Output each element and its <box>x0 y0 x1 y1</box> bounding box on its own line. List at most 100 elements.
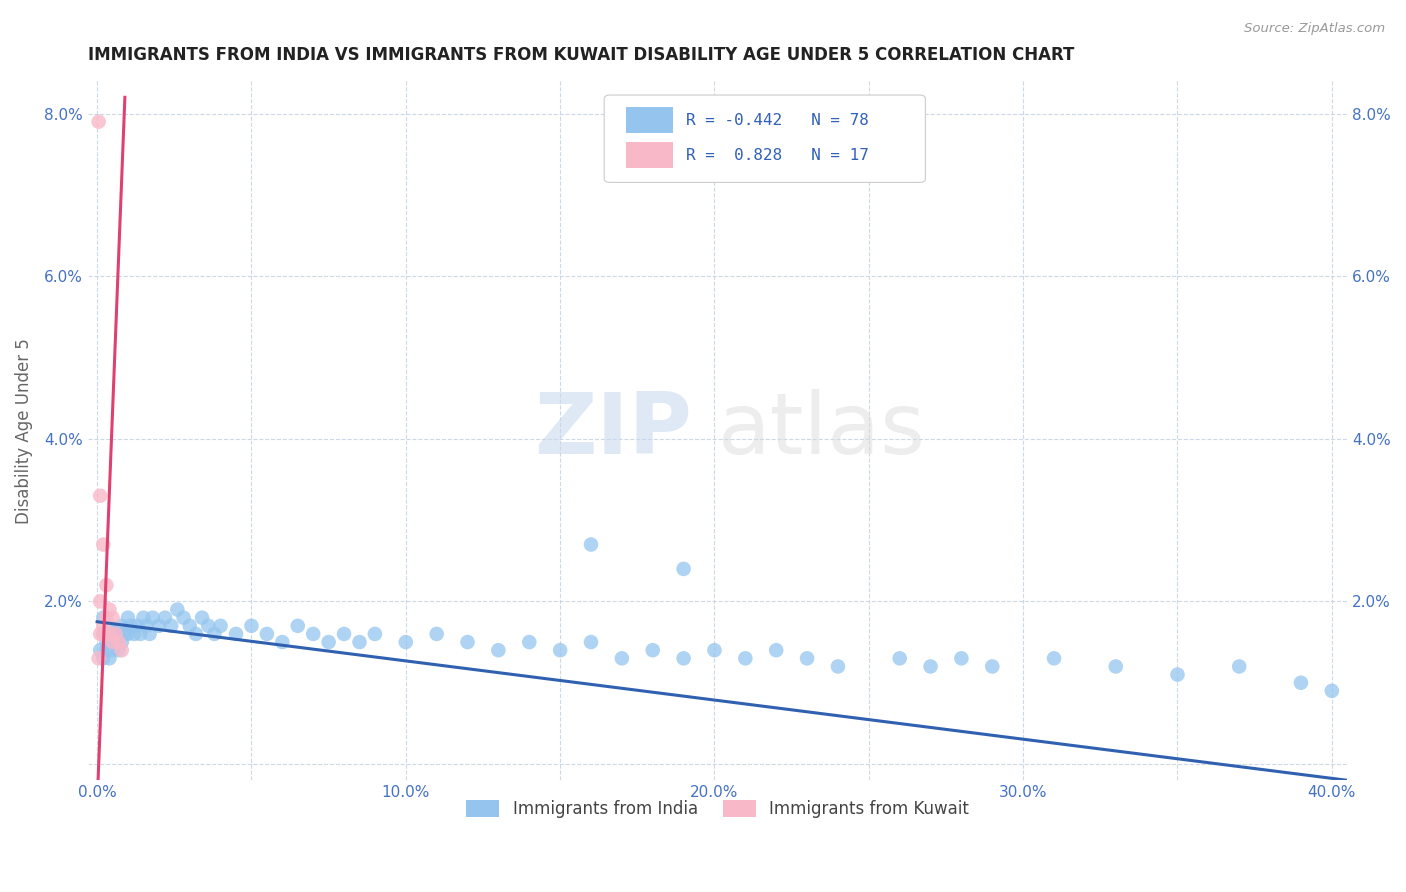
Text: Source: ZipAtlas.com: Source: ZipAtlas.com <box>1244 22 1385 36</box>
Point <box>111 643 134 657</box>
Point <box>1289 675 1312 690</box>
Point <box>796 651 818 665</box>
Point <box>96 578 118 592</box>
Text: atlas: atlas <box>717 389 925 472</box>
Point <box>91 651 114 665</box>
Point <box>641 643 664 657</box>
Point <box>89 489 111 503</box>
Point <box>98 635 121 649</box>
Point <box>148 619 170 633</box>
FancyBboxPatch shape <box>605 95 925 183</box>
Point <box>129 627 152 641</box>
Point <box>91 627 114 641</box>
Point <box>179 619 201 633</box>
Point <box>98 619 121 633</box>
Legend: Immigrants from India, Immigrants from Kuwait: Immigrants from India, Immigrants from K… <box>460 793 976 824</box>
Point <box>91 610 114 624</box>
Point <box>107 627 129 641</box>
Text: ZIP: ZIP <box>534 389 692 472</box>
Point <box>209 619 232 633</box>
Point <box>114 627 136 641</box>
Point <box>101 643 124 657</box>
Point <box>889 651 911 665</box>
Point <box>104 627 127 641</box>
Point <box>287 619 309 633</box>
Point <box>120 619 142 633</box>
Point <box>579 635 602 649</box>
Point <box>981 659 1004 673</box>
Point <box>271 635 294 649</box>
Point <box>256 627 278 641</box>
Point <box>364 627 387 641</box>
Text: R =  0.828   N = 17: R = 0.828 N = 17 <box>686 148 869 162</box>
Text: IMMIGRANTS FROM INDIA VS IMMIGRANTS FROM KUWAIT DISABILITY AGE UNDER 5 CORRELATI: IMMIGRANTS FROM INDIA VS IMMIGRANTS FROM… <box>87 46 1074 64</box>
Point <box>184 627 207 641</box>
Point <box>486 643 509 657</box>
Point <box>104 627 127 641</box>
Point <box>426 627 449 641</box>
Text: R = -0.442   N = 78: R = -0.442 N = 78 <box>686 112 869 128</box>
Point <box>87 651 110 665</box>
Point <box>457 635 479 649</box>
Point <box>610 651 633 665</box>
Point <box>107 635 129 649</box>
Point <box>107 643 129 657</box>
Point <box>202 627 225 641</box>
Point <box>101 635 124 649</box>
Point <box>96 627 118 641</box>
Point <box>135 619 157 633</box>
Point <box>672 651 695 665</box>
Point <box>127 619 149 633</box>
Point <box>197 619 219 633</box>
Point <box>349 635 371 649</box>
Point <box>1105 659 1128 673</box>
Point <box>1166 667 1188 681</box>
Point <box>1320 684 1343 698</box>
Point <box>142 610 165 624</box>
Point <box>98 651 121 665</box>
Point <box>920 659 942 673</box>
Point <box>117 627 139 641</box>
Point <box>89 643 111 657</box>
Point <box>191 610 214 624</box>
Point <box>138 627 160 641</box>
Point <box>96 610 118 624</box>
Point <box>160 619 183 633</box>
Y-axis label: Disability Age Under 5: Disability Age Under 5 <box>15 338 32 524</box>
Point <box>703 643 725 657</box>
Point <box>579 537 602 551</box>
Point <box>950 651 973 665</box>
Point <box>117 610 139 624</box>
Point <box>96 635 118 649</box>
Point <box>89 627 111 641</box>
Point <box>302 627 325 641</box>
Point <box>173 610 195 624</box>
Point <box>98 602 121 616</box>
Point <box>89 594 111 608</box>
Point <box>101 627 124 641</box>
Point <box>87 114 110 128</box>
Point <box>111 635 134 649</box>
Point <box>734 651 756 665</box>
Point <box>225 627 247 641</box>
Point <box>517 635 540 649</box>
Point <box>672 562 695 576</box>
Point <box>111 619 134 633</box>
Point <box>1227 659 1250 673</box>
Point <box>96 643 118 657</box>
Point <box>166 602 188 616</box>
FancyBboxPatch shape <box>626 142 673 169</box>
Point <box>91 619 114 633</box>
Point <box>1043 651 1066 665</box>
Point <box>240 619 263 633</box>
Point <box>122 627 145 641</box>
Point <box>101 635 124 649</box>
Point <box>101 610 124 624</box>
Point <box>333 627 356 641</box>
Point <box>318 635 340 649</box>
Point <box>548 643 571 657</box>
Point <box>153 610 176 624</box>
Point <box>91 627 114 641</box>
Point <box>91 537 114 551</box>
Point <box>98 627 121 641</box>
